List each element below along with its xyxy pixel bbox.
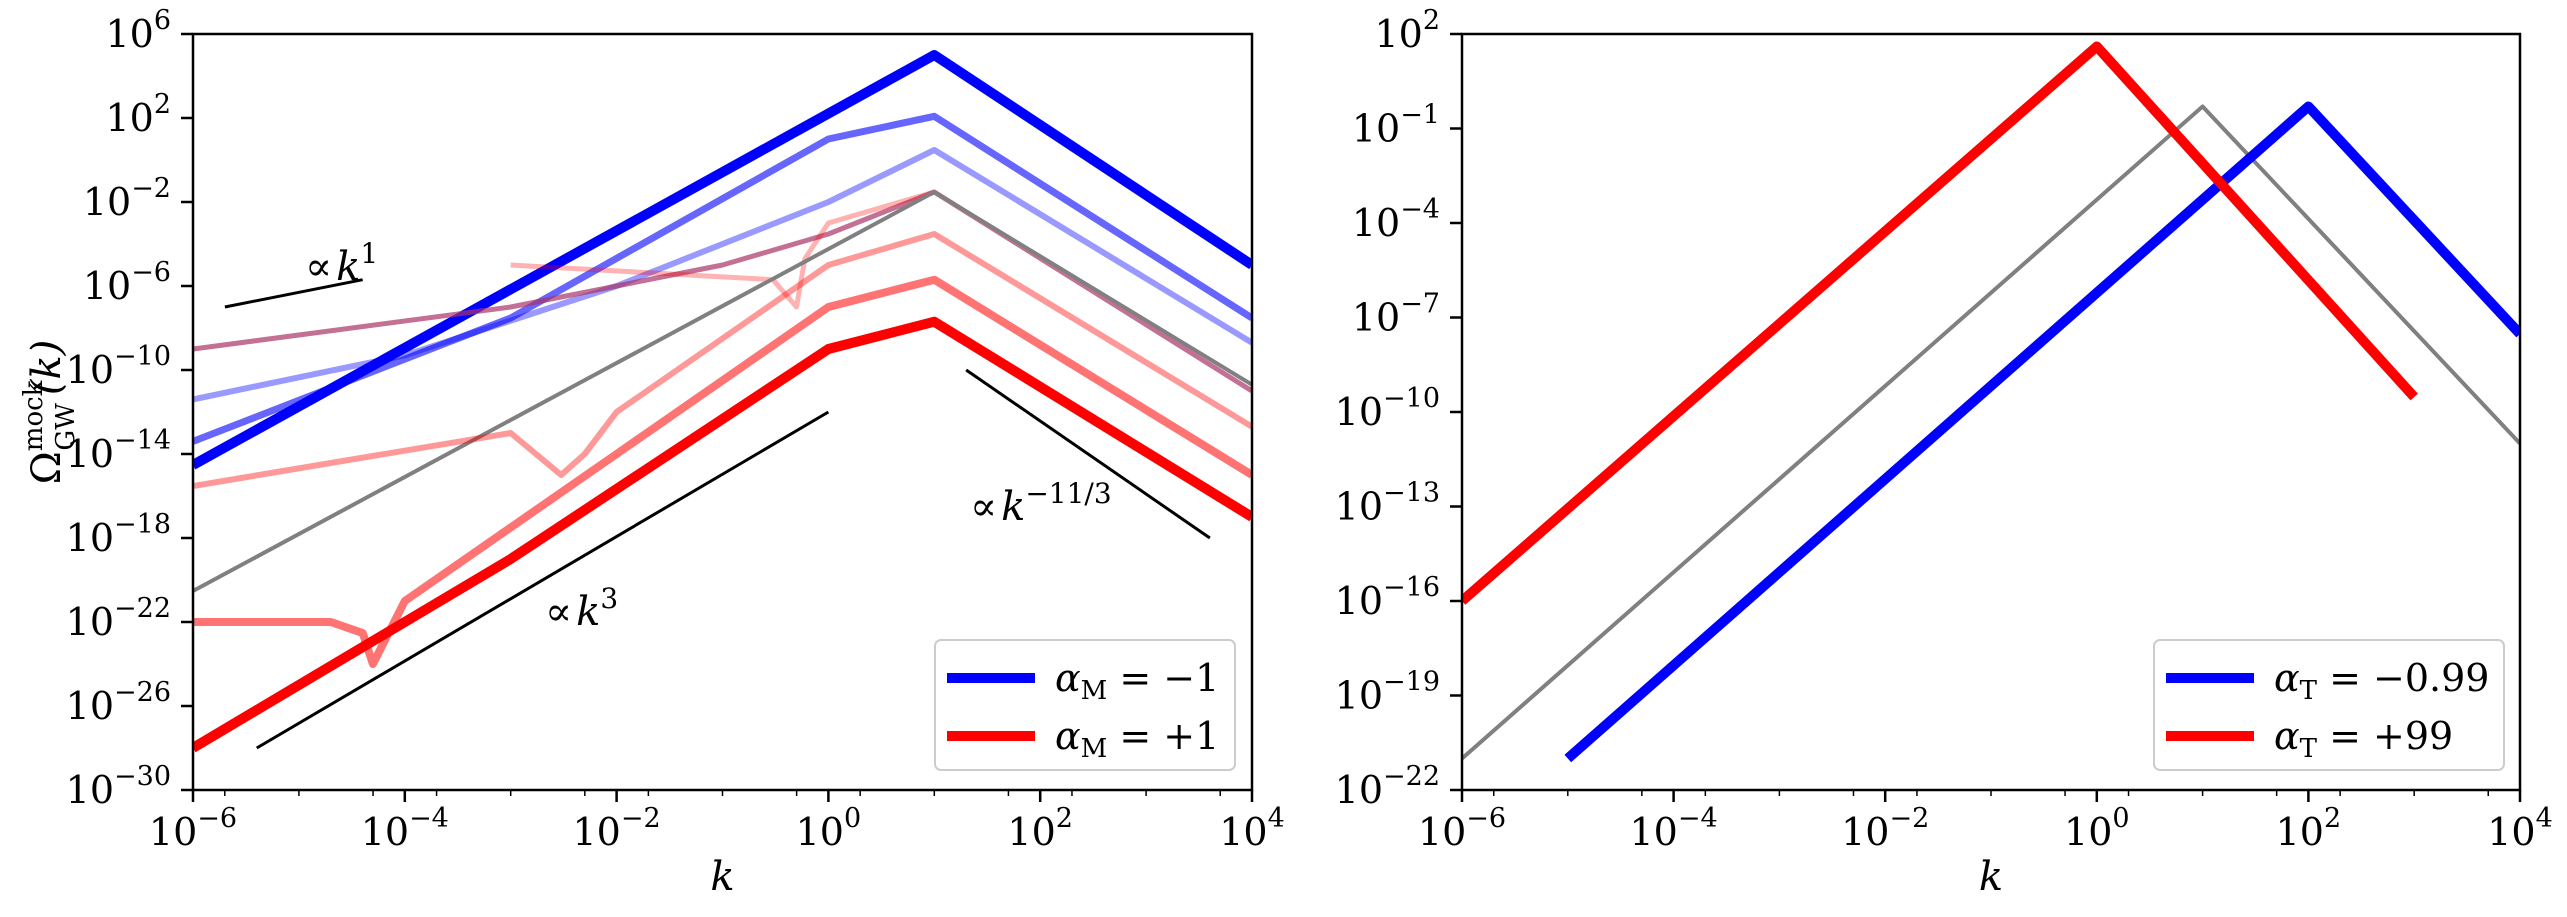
y-tick-label: 10−1 [1352,100,1440,151]
legend-label: αM = +1 [1055,714,1219,764]
x-tick-label: 10−6 [1418,803,1506,854]
x-tick-label: 10−4 [1630,803,1718,854]
series-line-5 [193,190,1252,593]
legend: αM = −1 αM = +1 [934,639,1236,771]
guide-line-2 [965,368,1211,540]
y-tick-label: 10−30 [66,761,171,812]
series-line-4 [510,189,936,310]
x-axis-label: k [1979,854,2003,900]
guide-label-0: ∝ k1 [305,237,378,290]
series-group [193,50,1252,753]
y-tick-label: 106 [105,5,171,56]
series-line-1 [193,112,1252,445]
guide-label-1: ∝ k3 [545,582,618,635]
series-group [1462,41,2520,763]
series-line-2 [193,147,1252,403]
series-line-1 [1564,101,2520,763]
y-tick-label: 10−22 [1335,761,1440,812]
series-line-8 [193,316,1252,753]
y-tick-label: 10−4 [1352,194,1440,245]
series-line-0 [193,50,1252,470]
left-panel: ∝ k1∝ k3∝ k−11/310−6 10−4 10−2 100 102 10410−301… [19,5,1285,900]
x-tick-label: 10−2 [573,803,661,854]
x-axis-label: k [710,854,734,900]
legend-label: αT = −0.99 [2274,656,2489,706]
svg-text:ΩmockGW(k): ΩmockGW(k) [19,340,81,485]
y-tick-label: 10−16 [1335,572,1440,623]
y-tick-label: 102 [1374,5,1440,56]
legend-label: αT = +99 [2274,714,2453,764]
y-tick-label: 10−19 [1335,667,1440,718]
x-tick-label: 10−6 [149,803,237,854]
x-tick-label: 100 [2064,803,2130,854]
x-tick-label: 10−2 [1841,803,1929,854]
y-tick-label: 10−22 [66,593,171,644]
series-line-2 [1462,41,2418,605]
series-line-6 [193,231,1252,489]
y-tick-label: 10−10 [66,341,171,392]
y-tick-label: 10−26 [66,677,171,728]
series-line-3 [193,189,1252,394]
guide-line-1 [255,410,830,750]
x-tick-label: 102 [1007,803,1073,854]
y-tick-label: 102 [105,89,171,140]
y-tick-label: 10−7 [1352,289,1440,340]
y-tick-label: 10−6 [83,257,171,308]
right-panel: 10−6 10−4 10−2 100 102 104 10−22 10−19 10−16 10−1… [1335,5,2553,900]
series-line-7 [193,275,1252,668]
x-tick-label: 104 [1219,803,1285,854]
guide-line-0 [224,278,363,309]
y-tick-label: 10−13 [1335,478,1440,529]
y-tick-label: 10−18 [66,509,171,560]
guide-label-2: ∝ k−11/3 [970,477,1112,530]
y-tick-label: 10−10 [1335,383,1440,434]
x-tick-label: 104 [2487,803,2553,854]
x-tick-label: 100 [796,803,862,854]
y-tick-label: 10−14 [66,425,171,476]
y-axis-label: ΩmockGW(k) [19,340,81,485]
x-tick-label: 102 [2276,803,2342,854]
series-line-0 [1462,104,2520,761]
legend: αT = −0.99 αT = +99 [2153,639,2505,771]
x-tick-label: 10−4 [361,803,449,854]
legend-label: αM = −1 [1055,656,1219,706]
y-tick-label: 10−2 [83,173,171,224]
